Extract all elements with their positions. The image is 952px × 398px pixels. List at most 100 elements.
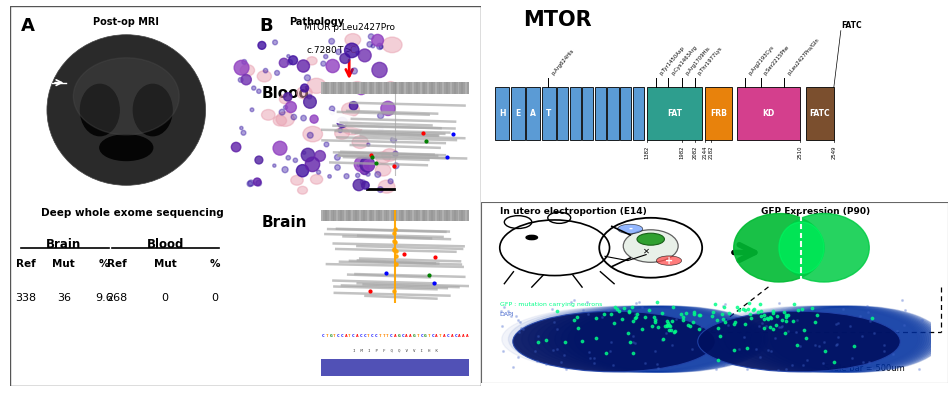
Point bbox=[277, 166, 292, 173]
Point bbox=[546, 318, 562, 325]
Text: %: % bbox=[98, 259, 109, 269]
Text: In utero electroportion (E14): In utero electroportion (E14) bbox=[500, 207, 646, 216]
Ellipse shape bbox=[290, 176, 303, 185]
Point bbox=[607, 304, 623, 310]
Ellipse shape bbox=[276, 112, 294, 126]
Point bbox=[914, 317, 929, 323]
Point bbox=[372, 43, 387, 50]
Point bbox=[595, 311, 610, 318]
Point bbox=[557, 366, 572, 373]
Point bbox=[530, 332, 545, 339]
Ellipse shape bbox=[554, 306, 761, 372]
Text: T: T bbox=[439, 334, 442, 338]
Ellipse shape bbox=[744, 306, 932, 372]
Point bbox=[678, 310, 693, 316]
Point bbox=[731, 345, 746, 352]
Ellipse shape bbox=[334, 128, 349, 139]
Ellipse shape bbox=[303, 126, 322, 142]
Text: p.Leu2427Pro/Gln: p.Leu2427Pro/Gln bbox=[785, 37, 820, 76]
Point bbox=[637, 360, 652, 366]
Bar bbox=[396, 210, 399, 221]
Bar bbox=[582, 87, 593, 140]
Point bbox=[830, 334, 845, 340]
Text: p.Thr1977Lys: p.Thr1977Lys bbox=[696, 45, 723, 76]
Point bbox=[268, 39, 283, 45]
Point bbox=[674, 314, 689, 320]
Ellipse shape bbox=[345, 33, 360, 46]
Text: C: C bbox=[431, 334, 434, 338]
Point bbox=[250, 180, 266, 186]
Point bbox=[647, 316, 663, 322]
Point bbox=[658, 330, 673, 336]
Text: C: C bbox=[401, 334, 404, 338]
Point bbox=[783, 362, 799, 369]
Point bbox=[579, 298, 594, 305]
Point bbox=[728, 304, 744, 310]
Circle shape bbox=[526, 235, 537, 240]
Point bbox=[793, 305, 808, 312]
Bar bbox=[336, 82, 338, 94]
Bar bbox=[465, 82, 466, 94]
Point bbox=[609, 306, 625, 312]
Text: H: H bbox=[499, 109, 505, 118]
Point bbox=[767, 321, 783, 328]
Text: T: T bbox=[427, 334, 430, 338]
Point bbox=[806, 318, 822, 325]
Text: T: T bbox=[337, 46, 343, 55]
Point bbox=[544, 306, 559, 313]
Point bbox=[329, 154, 345, 160]
Point bbox=[664, 327, 679, 333]
Text: C: C bbox=[337, 334, 339, 338]
Point bbox=[630, 298, 645, 305]
Point bbox=[625, 349, 640, 356]
Point bbox=[790, 307, 805, 313]
Text: A: A bbox=[462, 334, 464, 338]
Point bbox=[361, 162, 376, 168]
Point bbox=[510, 353, 526, 360]
Point bbox=[827, 342, 843, 349]
Point bbox=[778, 318, 793, 324]
Ellipse shape bbox=[561, 306, 763, 372]
Point bbox=[646, 319, 662, 325]
Point bbox=[863, 365, 878, 371]
Point bbox=[634, 304, 649, 310]
Ellipse shape bbox=[382, 37, 402, 53]
Bar bbox=[378, 82, 380, 94]
Point bbox=[717, 301, 732, 308]
Point bbox=[685, 311, 701, 317]
Point bbox=[661, 322, 676, 328]
Text: A: A bbox=[443, 334, 446, 338]
Bar bbox=[359, 82, 361, 94]
Bar bbox=[510, 87, 525, 140]
Title: Post-op MRI: Post-op MRI bbox=[93, 17, 159, 27]
Point bbox=[353, 86, 368, 92]
Point bbox=[675, 317, 690, 323]
Bar bbox=[367, 82, 368, 94]
Text: FATC: FATC bbox=[808, 109, 829, 118]
Point bbox=[785, 301, 801, 307]
Point bbox=[274, 109, 289, 115]
Bar bbox=[457, 210, 459, 221]
Point bbox=[387, 150, 403, 157]
Point bbox=[720, 322, 735, 328]
Point bbox=[421, 271, 436, 278]
Point bbox=[777, 314, 792, 320]
Bar bbox=[378, 210, 380, 221]
Point bbox=[603, 339, 618, 345]
Text: c.7280: c.7280 bbox=[307, 46, 337, 55]
Text: T: T bbox=[416, 334, 419, 338]
Ellipse shape bbox=[757, 306, 937, 372]
Text: T: T bbox=[347, 334, 350, 338]
Bar bbox=[328, 82, 330, 94]
Point bbox=[538, 361, 553, 367]
Point bbox=[296, 115, 311, 121]
Point bbox=[363, 152, 378, 158]
Bar bbox=[344, 82, 346, 94]
Point bbox=[545, 347, 560, 353]
Bar bbox=[347, 82, 349, 94]
Point bbox=[715, 361, 730, 368]
Point bbox=[756, 316, 771, 322]
Point bbox=[682, 322, 697, 329]
Ellipse shape bbox=[514, 306, 747, 372]
Point bbox=[764, 310, 780, 316]
